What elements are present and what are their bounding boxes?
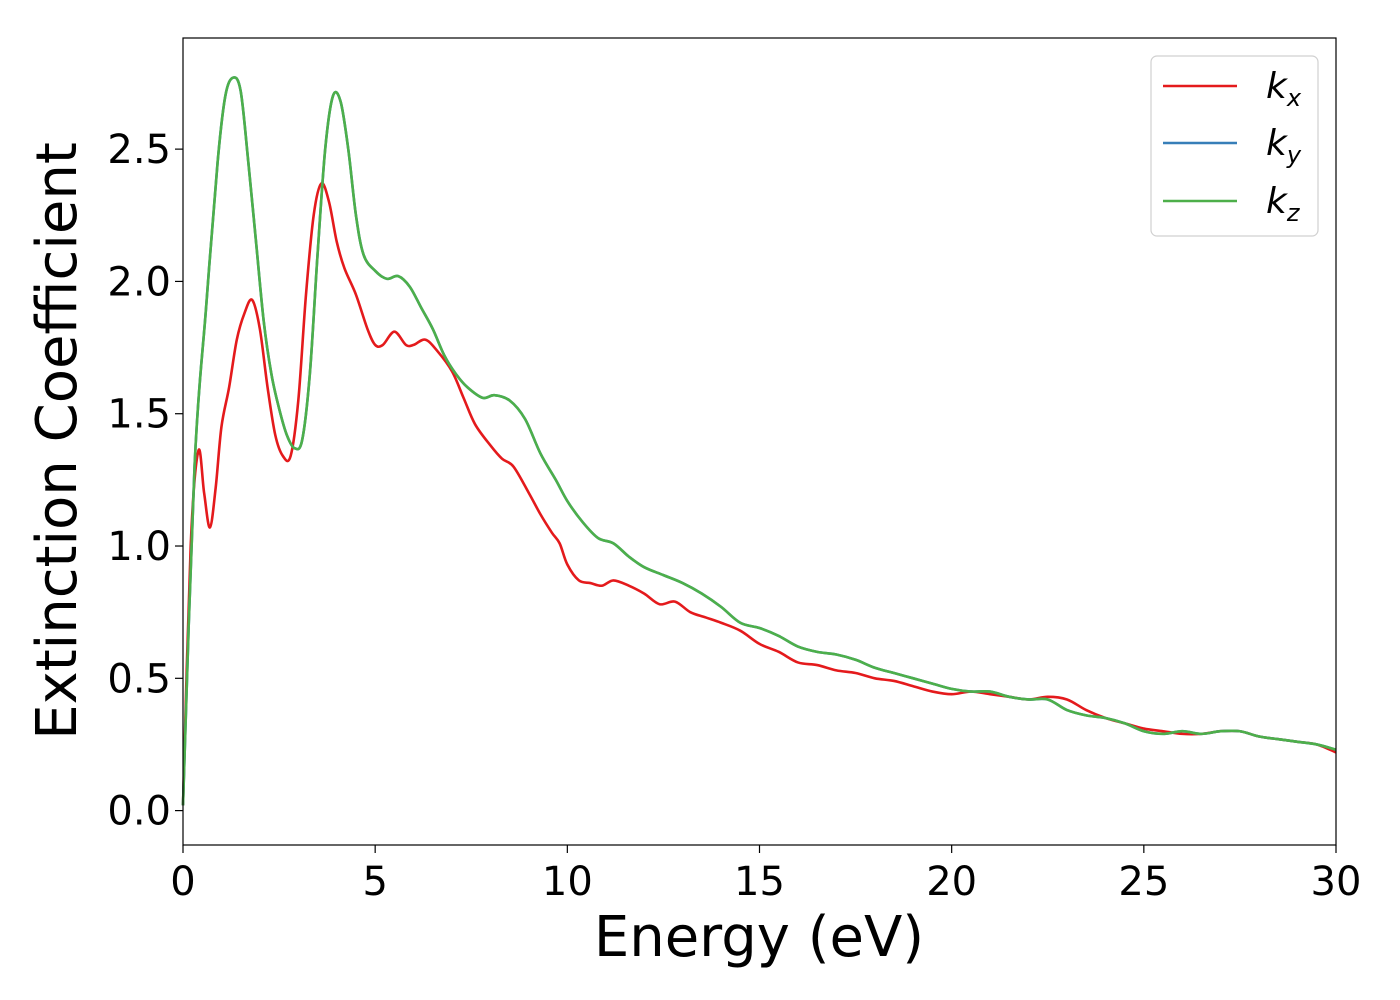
legend-label-base: k [1266,66,1289,107]
y-tick-label: 2.0 [107,259,171,305]
x-tick-label: 25 [1118,859,1169,905]
legend-label-kx: kx [1266,66,1302,112]
series-layer [181,76,1337,806]
legend-box [1150,55,1319,237]
y-tick-label: 1.5 [107,392,171,438]
y-tick-label: 1.0 [107,524,171,570]
legend-label-base: k [1266,181,1289,222]
y-tick-label: 2.5 [107,127,171,173]
x-tick-label: 20 [926,859,977,905]
x-tick-label: 10 [542,859,593,905]
legend-label-subscript: y [1286,141,1302,169]
legend-label-subscript: x [1286,84,1302,112]
x-axis-label: Energy (eV) [594,905,924,970]
y-axis-label: Extinction Coefficient [25,142,90,740]
legend-label-base: k [1266,123,1289,164]
x-tick-label: 15 [734,859,785,905]
legend-label-subscript: z [1286,199,1301,227]
series-line-kz [181,76,1337,806]
x-tick-label: 30 [1311,859,1362,905]
y-tick-label: 0.5 [107,656,171,702]
x-axis-ticks: 0 5 10 15 20 25 30 [170,845,1361,905]
x-tick-label: 5 [362,859,387,905]
series-line-kx [181,181,1337,806]
x-tick-label: 0 [170,859,195,905]
legend-label-ky: ky [1266,123,1302,169]
y-tick-label: 0.0 [107,789,171,835]
legend-label-kz: kz [1266,181,1301,227]
y-axis-ticks: 0.0 0.5 1.0 1.5 2.0 2.5 [107,127,183,835]
